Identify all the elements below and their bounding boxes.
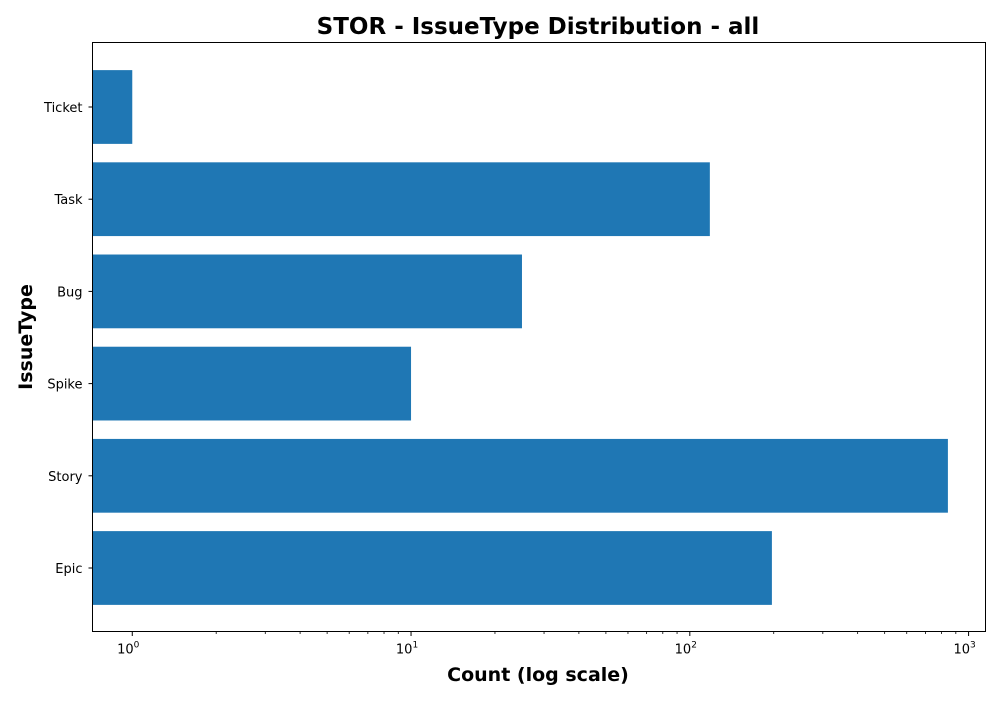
x-tick-exponent: 2 bbox=[691, 641, 697, 651]
y-tick-label-task: Task bbox=[53, 193, 83, 208]
x-tick-base: 10 bbox=[117, 643, 134, 658]
x-tick-exponent: 1 bbox=[412, 641, 418, 651]
bar-story bbox=[92, 438, 948, 513]
x-tick-label-1e3: 103 bbox=[953, 641, 975, 658]
x-axis-ticks: 100 101 102 103 bbox=[117, 631, 976, 658]
y-tick-label-story: Story bbox=[48, 470, 83, 485]
chart-title: STOR - IssueType Distribution - all bbox=[317, 14, 760, 40]
bar-spike bbox=[92, 346, 412, 421]
y-axis-title: IssueType bbox=[15, 284, 37, 390]
bars-layer bbox=[92, 70, 948, 605]
x-tick-base: 10 bbox=[953, 643, 970, 658]
x-tick-base: 10 bbox=[396, 643, 413, 658]
x-axis-title: Count (log scale) bbox=[447, 664, 629, 686]
x-tick-label-1e1: 101 bbox=[396, 641, 418, 658]
y-tick-label-bug: Bug bbox=[57, 285, 82, 300]
y-tick-label-epic: Epic bbox=[55, 562, 82, 577]
y-tick-label-ticket: Ticket bbox=[43, 101, 82, 116]
x-tick-base: 10 bbox=[675, 643, 692, 658]
bar-task bbox=[92, 162, 710, 237]
bar-bug bbox=[92, 254, 522, 329]
x-tick-label-1e0: 100 bbox=[117, 641, 140, 658]
x-tick-label-1e2: 102 bbox=[675, 641, 697, 658]
y-tick-label-spike: Spike bbox=[47, 378, 82, 393]
x-tick-exponent: 3 bbox=[970, 641, 976, 651]
y-axis-ticks: Ticket Task Bug Spike Story Epic bbox=[43, 101, 93, 577]
bar-ticket bbox=[92, 70, 133, 144]
bar-epic bbox=[92, 531, 772, 605]
plot-frame bbox=[92, 42, 986, 632]
x-tick-exponent: 0 bbox=[134, 641, 140, 651]
